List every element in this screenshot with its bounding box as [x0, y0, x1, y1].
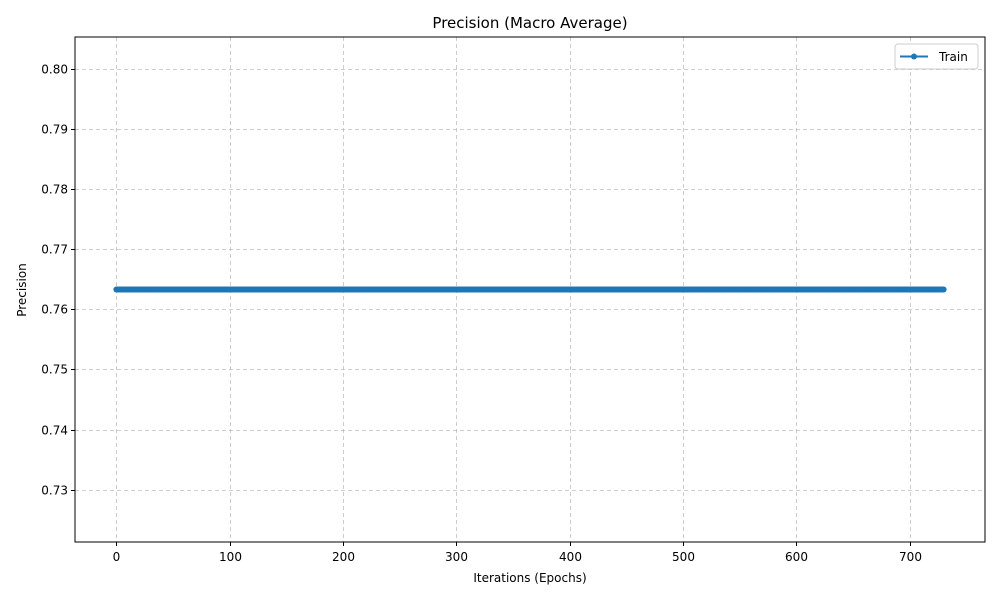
y-tick-label: 0.76 [41, 303, 68, 317]
series-markers-train [113, 286, 947, 293]
series-layer [113, 286, 947, 293]
y-tick-label: 0.80 [41, 63, 68, 77]
x-tick-label: 0 [113, 550, 121, 564]
x-tick-label: 700 [899, 550, 922, 564]
plot-area-frame [74, 36, 986, 543]
x-tick-label: 400 [559, 550, 582, 564]
x-tick-label: 500 [672, 550, 695, 564]
legend: Train [894, 43, 979, 70]
y-tick-label: 0.79 [41, 123, 68, 137]
y-axis-title: Precision [15, 263, 29, 317]
x-axis-ticks: 0 100 200 300 400 500 600 700 [113, 542, 922, 564]
x-tick-label: 300 [445, 550, 468, 564]
y-tick-label: 0.75 [41, 363, 68, 377]
legend-label-train: Train [938, 50, 968, 64]
chart-title: Precision (Macro Average) [432, 14, 627, 32]
data-point [940, 286, 947, 293]
x-axis-title: Iterations (Epochs) [473, 571, 586, 585]
x-tick-label: 200 [332, 550, 355, 564]
x-tick-label: 600 [785, 550, 808, 564]
y-tick-label: 0.77 [41, 243, 68, 257]
legend-frame [894, 43, 979, 70]
x-tick-label: 100 [219, 550, 242, 564]
y-axis-ticks: 0.73 0.74 0.75 0.76 0.77 0.78 0.79 0.80 [41, 63, 75, 498]
y-tick-label: 0.74 [41, 424, 68, 438]
legend-marker-train [911, 53, 917, 60]
y-tick-label: 0.78 [41, 183, 68, 197]
y-tick-label: 0.73 [41, 484, 68, 498]
